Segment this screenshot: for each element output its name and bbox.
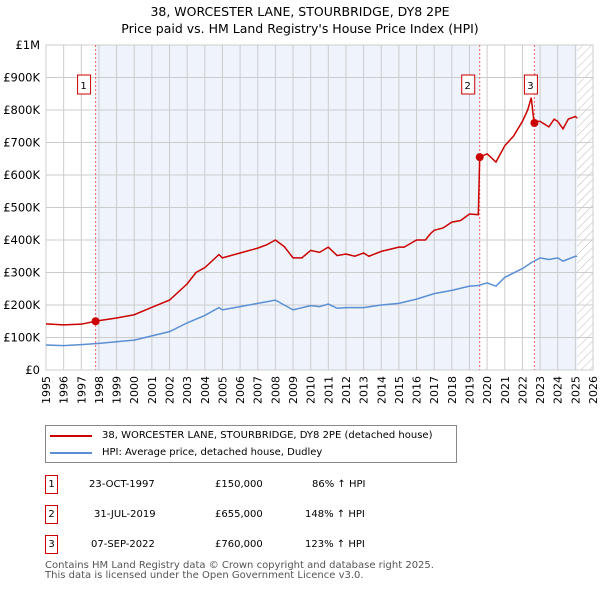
sale-hpi: 148% ↑ HPI <box>305 509 365 520</box>
x-tick-label: 1996 <box>58 376 71 404</box>
x-tick-label: 2014 <box>375 376 388 404</box>
sale-label: 3 <box>527 81 533 92</box>
sale-label: 1 <box>80 81 86 92</box>
y-tick-label: £100K <box>3 331 40 345</box>
x-tick-label: 2005 <box>216 376 229 404</box>
plot-area: 1995 1996 1997 1998 1999 2000 2001 2002 2003 2004… <box>3 38 600 404</box>
x-tick-label: 2017 <box>428 376 441 404</box>
x-tick-label: 2019 <box>463 376 476 404</box>
chart-subtitle: Price paid vs. HM Land Registry's House … <box>121 21 479 36</box>
x-tick-label: 2009 <box>287 376 300 404</box>
sale-label-box <box>523 74 538 95</box>
x-tick-label: 1998 <box>93 376 106 404</box>
x-tick-label: 2025 <box>569 376 582 404</box>
x-tick-label: 2021 <box>499 376 512 404</box>
sale-date: 31-JUL-2019 <box>94 509 156 520</box>
sale-point <box>475 153 484 162</box>
x-tick-label: 2006 <box>234 376 247 404</box>
plot-border <box>45 44 594 371</box>
y-tick-label: £800K <box>3 103 40 117</box>
legend-label-property: 38, WORCESTER LANE, STOURBRIDGE, DY8 2PE… <box>102 430 433 441</box>
y-tick-label: £300K <box>3 266 40 280</box>
x-tick-label: 2013 <box>358 376 371 404</box>
footer: Contains HM Land Registry data © Crown c… <box>45 561 434 581</box>
x-tick-label: 2016 <box>411 376 424 404</box>
y-tick-label: £200K <box>3 298 40 312</box>
legend: 38, WORCESTER LANE, STOURBRIDGE, DY8 2PE… <box>45 425 457 463</box>
sale-row: 1 23-OCT-1997 £150,000 86% ↑ HPI <box>45 475 445 495</box>
sale-hpi: 123% ↑ HPI <box>305 539 365 550</box>
sale-marker-box: 2 <box>45 505 58 524</box>
sale-label: 2 <box>465 81 471 92</box>
footer-licence: This data is licensed under the Open Gov… <box>45 570 364 581</box>
footer-copyright: Contains HM Land Registry data © Crown c… <box>45 560 434 571</box>
y-tick-label: £0 <box>25 363 40 377</box>
x-tick-label: 2004 <box>199 376 212 404</box>
sale-point <box>91 317 100 326</box>
sale-point <box>530 119 539 127</box>
sale-label-box <box>461 74 476 95</box>
sale-price: £655,000 <box>215 509 263 520</box>
sale-marker-box: 3 <box>45 535 58 554</box>
x-tick-label: 2000 <box>128 376 141 404</box>
x-tick-label: 2007 <box>252 376 265 404</box>
x-tick-label: 2010 <box>305 376 318 404</box>
x-tick-label: 2001 <box>146 376 159 404</box>
legend-swatch-property <box>50 434 92 437</box>
sale-row: 2 31-JUL-2019 £655,000 148% ↑ HPI <box>45 505 445 525</box>
y-tick-label: £400K <box>3 233 40 247</box>
y-tick-label: £900K <box>3 71 40 85</box>
y-tick-label: £600K <box>3 168 40 182</box>
sale-price: £150,000 <box>215 479 263 490</box>
x-tick-label: 1995 <box>40 376 53 404</box>
sale-marker-box: 1 <box>45 475 58 494</box>
sale-row: 3 07-SEP-2022 £760,000 123% ↑ HPI <box>45 535 445 555</box>
x-tick-label: 2012 <box>340 376 353 404</box>
y-tick-label: £700K <box>3 136 40 150</box>
x-tick-label: 1999 <box>111 376 124 404</box>
x-tick-label: 2008 <box>269 376 282 404</box>
sale-date: 07-SEP-2022 <box>91 539 155 550</box>
x-tick-label: 2018 <box>446 376 459 404</box>
legend-label-hpi: HPI: Average price, detached house, Dudl… <box>102 447 323 458</box>
sale-date: 23-OCT-1997 <box>89 479 155 490</box>
sale-hpi: 86% ↑ HPI <box>312 479 366 490</box>
y-tick-label: £500K <box>3 201 40 215</box>
x-tick-label: 1997 <box>75 376 88 404</box>
x-tick-label: 2024 <box>552 376 565 404</box>
y-tick-label: £1M <box>15 38 40 52</box>
x-tick-label: 2020 <box>481 376 494 404</box>
x-tick-label: 2022 <box>516 376 529 404</box>
x-tick-label: 2002 <box>164 376 177 404</box>
property-line <box>45 97 578 326</box>
hpi-line <box>45 255 578 347</box>
sale-label-box <box>77 74 92 95</box>
x-tick-label: 2003 <box>181 376 194 404</box>
x-tick-label: 2026 <box>587 376 600 404</box>
chart-title: 38, WORCESTER LANE, STOURBRIDGE, DY8 2PE <box>150 4 450 19</box>
x-tick-label: 2011 <box>322 376 335 404</box>
x-tick-label: 2023 <box>534 376 547 404</box>
x-tick-label: 2015 <box>393 376 406 404</box>
legend-swatch-hpi <box>50 451 92 454</box>
sale-price: £760,000 <box>215 539 263 550</box>
